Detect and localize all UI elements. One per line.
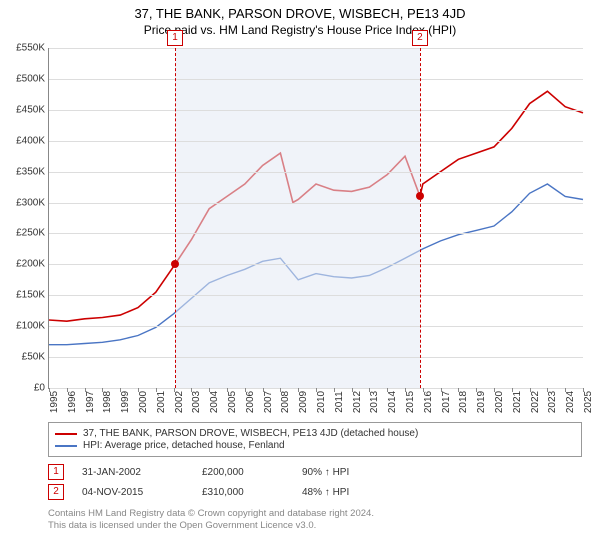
sale-marker-line: [175, 48, 176, 388]
chart-container: 37, THE BANK, PARSON DROVE, WISBECH, PE1…: [0, 0, 600, 560]
sales-price-1: £200,000: [202, 467, 302, 478]
y-gridline: [49, 264, 583, 265]
x-axis-label: 2020: [494, 391, 505, 413]
y-axis-label: £300K: [16, 197, 49, 208]
y-gridline: [49, 48, 583, 49]
y-axis-label: £250K: [16, 228, 49, 239]
x-axis-label: 2025: [583, 391, 594, 413]
title-line2: Price paid vs. HM Land Registry's House …: [0, 23, 600, 39]
legend-swatch-property: [55, 433, 77, 435]
title-block: 37, THE BANK, PARSON DROVE, WISBECH, PE1…: [0, 0, 600, 38]
footnote-line1: Contains HM Land Registry data © Crown c…: [48, 508, 582, 520]
x-axis-label: 2008: [280, 391, 291, 413]
y-gridline: [49, 203, 583, 204]
x-axis-label: 1999: [120, 391, 131, 413]
x-axis-label: 2000: [138, 391, 149, 413]
x-axis-label: 2023: [547, 391, 558, 413]
legend: 37, THE BANK, PARSON DROVE, WISBECH, PE1…: [48, 422, 582, 457]
x-axis-label: 1996: [67, 391, 78, 413]
x-axis-label: 2001: [156, 391, 167, 413]
x-axis-label: 2005: [227, 391, 238, 413]
sales-price-2: £310,000: [202, 487, 302, 498]
footnote-line2: This data is licensed under the Open Gov…: [48, 520, 582, 532]
x-axis-label: 1997: [85, 391, 96, 413]
legend-item-hpi: HPI: Average price, detached house, Fenl…: [55, 440, 575, 451]
sale-marker-line: [420, 48, 421, 388]
x-axis-label: 2015: [405, 391, 416, 413]
legend-label-property: 37, THE BANK, PARSON DROVE, WISBECH, PE1…: [83, 428, 418, 439]
y-gridline: [49, 233, 583, 234]
y-gridline: [49, 326, 583, 327]
sales-table: 1 31-JAN-2002 £200,000 90% ↑ HPI 2 04-NO…: [48, 462, 582, 502]
y-gridline: [49, 357, 583, 358]
x-axis-label: 2013: [369, 391, 380, 413]
sales-marker-1: 1: [48, 464, 64, 480]
chart-shaded-band: [175, 48, 420, 388]
title-line1: 37, THE BANK, PARSON DROVE, WISBECH, PE1…: [0, 6, 600, 23]
x-axis-label: 2009: [298, 391, 309, 413]
y-axis-label: £550K: [16, 43, 49, 54]
y-gridline: [49, 172, 583, 173]
sale-marker-box: 1: [167, 30, 183, 46]
y-axis-label: £200K: [16, 259, 49, 270]
sales-marker-2: 2: [48, 484, 64, 500]
sale-marker-dot: [171, 260, 179, 268]
sale-marker-dot: [416, 192, 424, 200]
x-axis-label: 2016: [423, 391, 434, 413]
x-axis-label: 2010: [316, 391, 327, 413]
y-gridline: [49, 79, 583, 80]
y-axis-label: £0: [34, 383, 49, 394]
y-axis-label: £100K: [16, 321, 49, 332]
sales-row-2: 2 04-NOV-2015 £310,000 48% ↑ HPI: [48, 482, 582, 502]
x-axis-label: 2004: [209, 391, 220, 413]
legend-swatch-hpi: [55, 445, 77, 447]
y-axis-label: £450K: [16, 104, 49, 115]
y-axis-label: £400K: [16, 135, 49, 146]
y-gridline: [49, 295, 583, 296]
y-axis-label: £150K: [16, 290, 49, 301]
x-axis-label: 2011: [334, 391, 345, 413]
x-axis-label: 2014: [387, 391, 398, 413]
x-axis-label: 1995: [49, 391, 60, 413]
x-axis-label: 2019: [476, 391, 487, 413]
y-gridline: [49, 141, 583, 142]
chart-area: £0£50K£100K£150K£200K£250K£300K£350K£400…: [48, 48, 583, 389]
x-axis-label: 1998: [102, 391, 113, 413]
x-axis-label: 2018: [458, 391, 469, 413]
x-axis-label: 2006: [245, 391, 256, 413]
y-axis-label: £500K: [16, 73, 49, 84]
sales-date-1: 31-JAN-2002: [82, 467, 202, 478]
footnote: Contains HM Land Registry data © Crown c…: [48, 508, 582, 532]
x-axis-label: 2021: [512, 391, 523, 413]
x-axis-label: 2002: [174, 391, 185, 413]
y-gridline: [49, 110, 583, 111]
x-axis-label: 2022: [530, 391, 541, 413]
sales-delta-2: 48% ↑ HPI: [302, 487, 402, 498]
legend-item-property: 37, THE BANK, PARSON DROVE, WISBECH, PE1…: [55, 428, 575, 439]
x-axis-label: 2017: [441, 391, 452, 413]
legend-label-hpi: HPI: Average price, detached house, Fenl…: [83, 440, 285, 451]
sales-date-2: 04-NOV-2015: [82, 487, 202, 498]
x-axis-label: 2003: [191, 391, 202, 413]
x-axis-label: 2007: [263, 391, 274, 413]
y-axis-label: £350K: [16, 166, 49, 177]
sales-row-1: 1 31-JAN-2002 £200,000 90% ↑ HPI: [48, 462, 582, 482]
sales-delta-1: 90% ↑ HPI: [302, 467, 402, 478]
y-axis-label: £50K: [22, 352, 49, 363]
x-axis-label: 2024: [565, 391, 576, 413]
x-axis-label: 2012: [352, 391, 363, 413]
sale-marker-box: 2: [412, 30, 428, 46]
